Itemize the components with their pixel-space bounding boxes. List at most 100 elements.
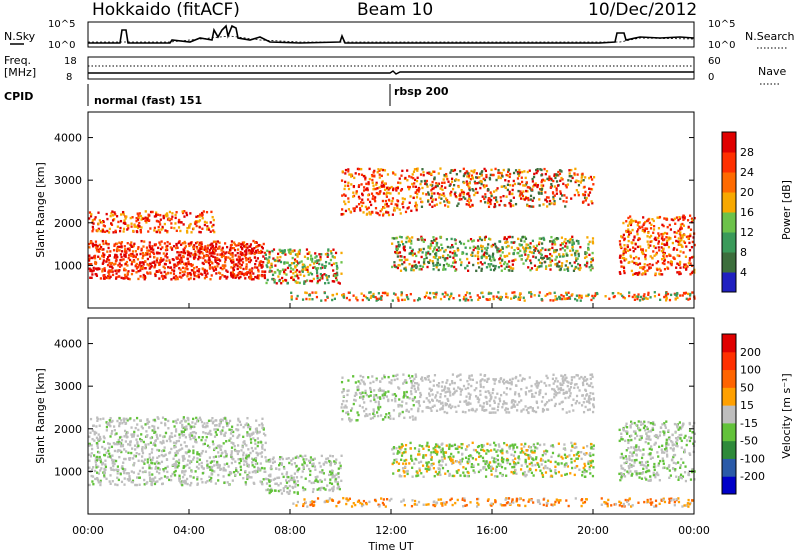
velocity-echo-cell [249, 435, 252, 438]
power-echo-cell [451, 245, 455, 249]
power-echo-cell [555, 173, 558, 176]
velocity-echo-cell [330, 482, 334, 486]
power-echo-cell [406, 169, 409, 172]
power-echo-cell [577, 242, 580, 245]
power-echo-cell [98, 219, 101, 222]
velocity-echo-cell [111, 454, 114, 457]
velocity-echo-cell [328, 473, 331, 477]
velocity-echo-cell [161, 416, 165, 419]
velocity-echo-cell [408, 376, 412, 380]
velocity-echo-cell [181, 447, 184, 450]
power-echo-cell [109, 214, 112, 218]
power-echo-cell [247, 249, 251, 252]
power-echo-cell [249, 245, 252, 248]
velocity-echo-cell [222, 442, 225, 445]
velocity-echo-cell [359, 382, 362, 385]
velocity-echo-cell [244, 469, 247, 473]
velocity-echo-cell [358, 391, 362, 395]
velocity-echo-cell [150, 483, 153, 487]
power-echo-cell [622, 221, 625, 225]
power-echo-cell [401, 298, 404, 302]
power-echo-cell [281, 268, 285, 271]
velocity-echo-cell [377, 400, 380, 404]
power-echo-cell [149, 271, 152, 274]
power-echo-cell [290, 262, 294, 265]
power-echo-cell [618, 271, 621, 274]
power-echo-cell [581, 175, 584, 178]
power-echo-cell [229, 257, 232, 260]
power-echo-cell [326, 255, 329, 258]
power-echo-cell [482, 184, 485, 187]
power-echo-cell [660, 249, 664, 253]
power-echo-cell [531, 239, 534, 243]
velocity-echo-cell [151, 456, 155, 459]
velocity-echo-cell [103, 475, 106, 479]
velocity-echo-cell [202, 467, 205, 470]
power-echo-cell [433, 170, 436, 173]
power-echo-cell [425, 179, 429, 183]
velocity-echo-cell [320, 486, 323, 490]
power-echo-cell [427, 191, 430, 194]
velocity-echo-cell [387, 375, 390, 379]
velocity-echo-cell [230, 461, 234, 465]
power-echo-cell [343, 187, 346, 191]
power-echo-cell [482, 254, 486, 258]
velocity-echo-cell [247, 474, 250, 478]
power-echo-cell [562, 254, 566, 258]
power-echo-cell [208, 263, 212, 267]
power-echo-cell [231, 254, 234, 257]
power-echo-cell [172, 272, 176, 276]
power-echo-cell [477, 257, 480, 261]
power-echo-cell [415, 189, 419, 192]
power-echo-cell [380, 168, 383, 171]
power-echo-cell [641, 272, 645, 275]
velocity-echo-cell [158, 449, 161, 452]
power-echo-cell [404, 210, 408, 214]
power-echo-cell [535, 268, 539, 271]
power-echo-cell [375, 299, 378, 302]
power-echo-cell [521, 235, 524, 239]
power-echo-cell [281, 279, 285, 283]
power-echo-cell [272, 248, 276, 251]
velocity-echo-cell [280, 456, 283, 459]
velocity-echo-cell [361, 391, 364, 394]
power-echo-cell [179, 271, 182, 275]
power-echo-cell [180, 258, 183, 261]
velocity-echo-cell [121, 443, 125, 447]
power-echo-cell [221, 264, 224, 268]
power-echo-cell [540, 265, 543, 268]
power-echo-cell [144, 252, 148, 255]
power-echo-cell [453, 238, 456, 241]
velocity-echo-cell [210, 433, 213, 436]
power-echo-cell [395, 186, 398, 190]
power-echo-cell [485, 255, 488, 259]
velocity-echo-cell [216, 444, 220, 448]
power-echo-cell [420, 180, 423, 183]
power-echo-cell [378, 169, 381, 172]
power-echo-cell [115, 254, 118, 257]
velocity-echo-cell [119, 445, 123, 448]
velocity-echo-cell [144, 423, 147, 426]
power-echo-cell [375, 297, 379, 301]
power-echo-cell [199, 213, 202, 216]
power-echo-cell [397, 241, 400, 244]
velocity-echo-cell [177, 439, 181, 443]
velocity-echo-cell [293, 480, 296, 484]
power-echo-cell [471, 203, 474, 207]
power-echo-cell [588, 240, 591, 244]
velocity-echo-cell [267, 460, 270, 463]
power-echo-cell [417, 190, 420, 193]
power-echo-cell [471, 251, 474, 254]
power-echo-cell [411, 264, 414, 268]
power-echo-cell [684, 255, 688, 258]
power-echo-cell [420, 205, 424, 208]
power-echo-cell [357, 202, 361, 206]
power-echo-cell [198, 226, 201, 229]
power-echo-cell [548, 248, 551, 251]
velocity-echo-cell [224, 431, 227, 435]
velocity-echo-cell [141, 449, 144, 453]
velocity-echo-cell [407, 410, 410, 413]
power-echo-cell [166, 229, 169, 233]
power-echo-cell [529, 198, 532, 201]
power-echo-cell [500, 185, 503, 188]
